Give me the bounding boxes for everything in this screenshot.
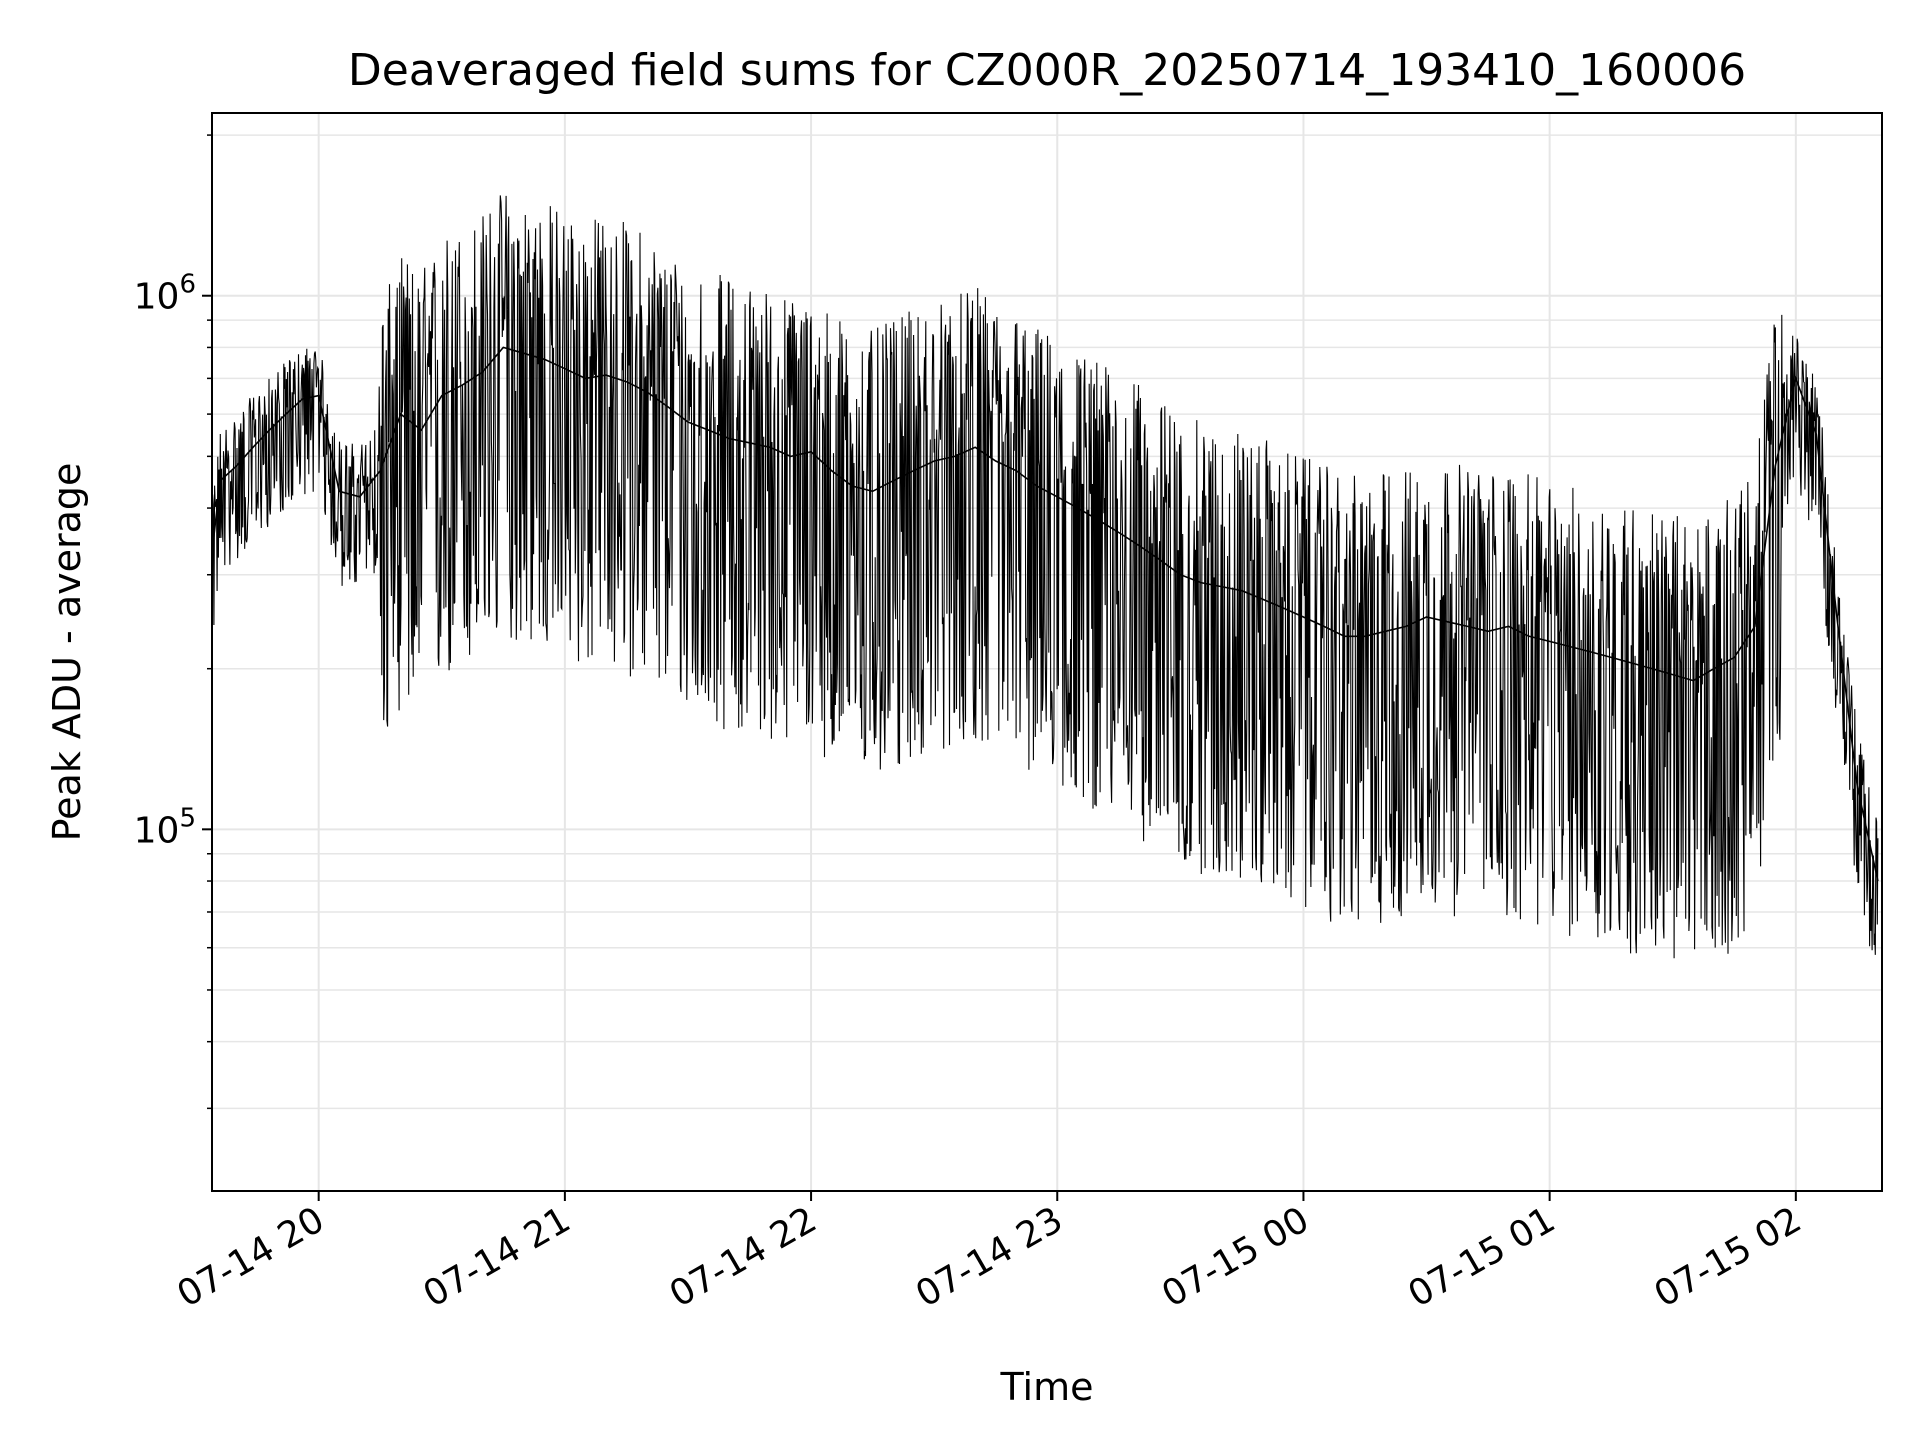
series-line-noise (211, 195, 1879, 959)
chart-title: Deaveraged field sums for CZ000R_2025071… (348, 45, 1746, 96)
y-axis-label: Peak ADU - average (45, 463, 89, 842)
data-area (211, 195, 1879, 959)
plot-frame (211, 112, 1883, 1192)
y-axis: 105 106 (134, 134, 212, 1110)
series-line (211, 346, 1879, 882)
y-tick-label: 106 (134, 270, 196, 318)
x-axis-label: Time (1000, 1365, 1094, 1409)
y-tick-label: 105 (134, 803, 196, 851)
